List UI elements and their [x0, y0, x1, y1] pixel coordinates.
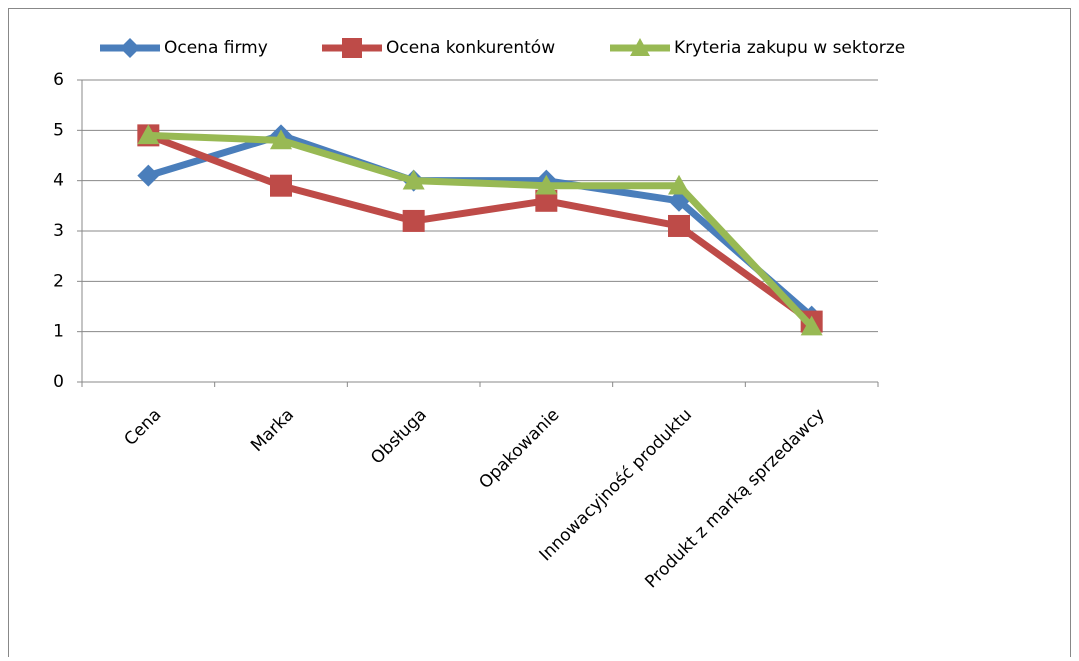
- y-tick-label: 0: [53, 372, 64, 392]
- series-line: [147, 132, 814, 325]
- y-tick-label: 5: [53, 120, 64, 140]
- y-tick-label: 3: [53, 221, 64, 241]
- marker: [270, 129, 292, 150]
- marker: [668, 174, 690, 195]
- y-tick-label: 2: [53, 271, 64, 291]
- marker: [630, 38, 650, 56]
- y-tick-label: 4: [53, 171, 64, 191]
- marker: [800, 315, 823, 336]
- y-tick-label: 1: [53, 322, 64, 342]
- y-tick-label: 6: [53, 70, 64, 90]
- marker: [137, 124, 160, 145]
- legend-label: Ocena firmy: [164, 38, 268, 58]
- series-line: [148, 131, 815, 330]
- marker: [402, 209, 425, 232]
- marker: [270, 174, 292, 197]
- marker: [535, 174, 558, 195]
- marker: [668, 214, 690, 237]
- chart-frame: [8, 8, 1071, 661]
- marker: [137, 164, 160, 187]
- legend-label: Kryteria zakupu w sektorze: [674, 38, 905, 58]
- marker: [535, 189, 558, 212]
- legend-label: Ocena konkurentów: [386, 38, 555, 58]
- marker: [402, 169, 425, 190]
- marker: [342, 38, 362, 58]
- marker: [120, 38, 140, 58]
